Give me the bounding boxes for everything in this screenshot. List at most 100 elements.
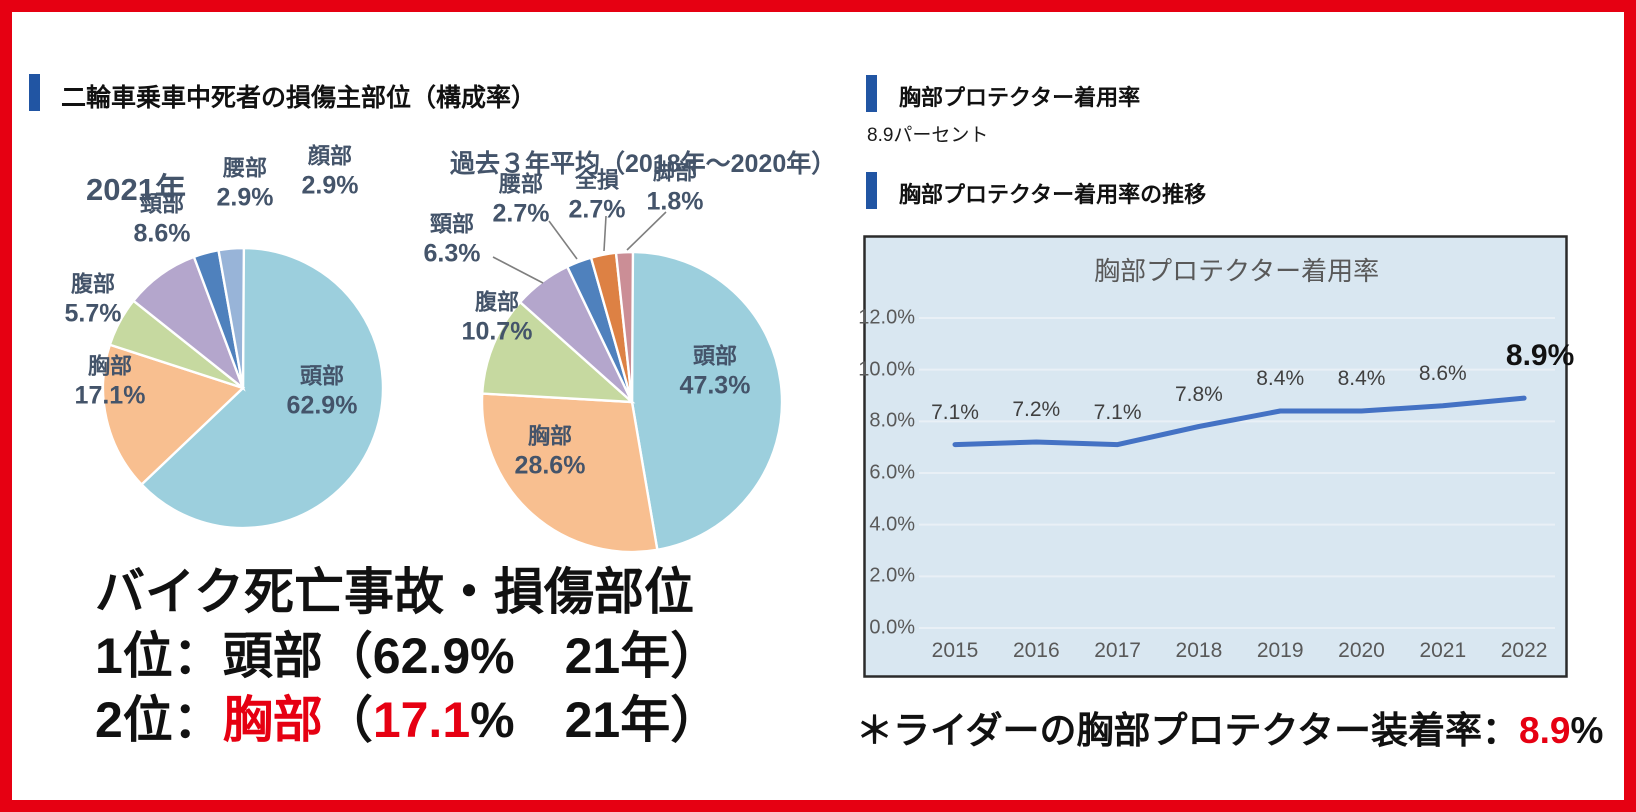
slice-value: 5.7%	[64, 299, 122, 328]
text-segment: 2位：	[95, 692, 223, 748]
right-section-header-1: 胸部プロテクター着用率	[866, 75, 1140, 112]
header-accent-bar	[866, 75, 877, 112]
pie-slice-label: 胸部 28.6%	[515, 423, 586, 480]
pie-slice-label: 頭部 62.9%	[287, 363, 358, 420]
slice-value: 2.9%	[216, 183, 274, 212]
line-chart-title: 胸部プロテクター着用率	[1094, 256, 1380, 286]
slice-name: 頭部	[299, 363, 345, 389]
y-axis-label: 12.0%	[858, 306, 915, 329]
y-axis-label: 4.0%	[869, 513, 915, 536]
summary-line-3: 2位：胸部（17.1% 21年）	[95, 688, 720, 752]
slice-name: 腰部	[222, 155, 268, 181]
line-series	[952, 395, 1527, 448]
pie-slice-頭部	[139, 246, 385, 530]
summary-text: バイク死亡事故・損傷部位 1位：頭部（62.9% 21年） 2位：胸部（17.1…	[95, 560, 720, 752]
right-header-1-label: 胸部プロテクター着用率	[899, 85, 1141, 110]
text-segment: %	[1570, 710, 1604, 751]
slice-value: 47.3%	[679, 371, 751, 400]
summary-line-1: バイク死亡事故・損傷部位	[95, 560, 720, 624]
left-section-header: 二輪車乗車中死者の損傷主部位（構成率）	[29, 74, 536, 114]
text-segment: 胸部	[222, 692, 323, 748]
data-point-label: 8.6%	[1418, 361, 1467, 385]
slice-value: 62.9%	[286, 391, 358, 420]
pie-2021-title: 2021年	[86, 172, 186, 207]
slice-name: 全損	[574, 167, 620, 193]
slice-value: 17.1%	[74, 381, 146, 410]
slice-name: 腰部	[498, 171, 544, 197]
pie-chart-3yr-avg	[480, 250, 784, 554]
slice-name: 腹部	[474, 289, 520, 315]
slice-value: 28.6%	[514, 451, 586, 480]
pie-slice-顔部	[217, 246, 246, 389]
x-axis-label: 2020	[1338, 639, 1385, 662]
x-axis-label: 2017	[1094, 639, 1141, 662]
y-axis-label: 10.0%	[858, 358, 915, 381]
pie-slice-label: 全損 2.7%	[569, 167, 626, 224]
x-axis-label: 2015	[931, 639, 979, 662]
summary-line-2: 1位：頭部（62.9% 21年）	[95, 624, 720, 688]
slice-name: 顔部	[307, 143, 353, 169]
data-point-label: 7.2%	[1012, 398, 1061, 421]
slice-name: 胸部	[527, 423, 573, 449]
x-axis-label: 2021	[1419, 639, 1467, 662]
x-axis-label: 2016	[1012, 639, 1060, 662]
pie-slice-label: 頭部 47.3%	[680, 343, 751, 400]
header-accent-bar	[866, 172, 877, 209]
slice-value: 6.3%	[423, 239, 481, 268]
pie-slice-label: 胸部 17.1%	[75, 353, 146, 410]
y-axis-label: 8.0%	[869, 409, 915, 432]
pie-slice-label: 腰部 2.9%	[217, 155, 274, 212]
pie-slice-label: 頸部 6.3%	[424, 211, 481, 268]
data-point-label: 8.4%	[1337, 367, 1386, 390]
pie-slice-胸部	[480, 392, 659, 554]
pie-slice-label: 腹部 10.7%	[462, 289, 533, 346]
pie-slice-腹部	[480, 300, 636, 404]
slice-name: 頸部	[429, 211, 475, 237]
text-segment: （	[322, 692, 373, 748]
pie-chart-2021	[101, 246, 385, 530]
x-axis-label: 2018	[1175, 639, 1223, 662]
header-accent-bar	[29, 74, 40, 111]
slice-value: 10.7%	[461, 317, 533, 346]
x-axis-label: 2022	[1500, 639, 1548, 662]
left-header-label: 二輪車乗車中死者の損傷主部位（構成率）	[61, 84, 537, 112]
y-axis-label: 0.0%	[869, 616, 915, 639]
leader-line	[626, 211, 667, 251]
data-point-label: 8.9%	[1505, 339, 1575, 373]
slice-name: 腹部	[70, 271, 116, 297]
y-axis-label: 2.0%	[869, 564, 915, 587]
text-segment: ＊ライダーの胸部プロテクター装着率：	[856, 710, 1520, 751]
data-point-label: 7.8%	[1174, 382, 1223, 406]
text-segment: バイク死亡事故・損傷部位	[95, 564, 694, 620]
data-point-label: 7.1%	[1093, 400, 1142, 424]
pie-slice-label: 腰部 2.7%	[493, 171, 550, 228]
pie-slice-label: 顔部 2.9%	[302, 143, 359, 200]
text-segment: 17.1	[372, 692, 471, 748]
slice-value: 2.9%	[301, 171, 359, 200]
slice-name: 脚部	[652, 159, 698, 185]
pie-slice-label: 腹部 5.7%	[65, 271, 122, 328]
slice-value: 1.8%	[646, 187, 704, 216]
pie-slice-label: 頸部 8.6%	[134, 191, 191, 248]
slice-value: 8.6%	[133, 219, 191, 248]
slice-name: 頸部	[139, 191, 185, 217]
data-point-label: 7.1%	[931, 400, 979, 424]
x-axis-label: 2019	[1256, 639, 1304, 662]
pie-3yr-avg-title: 過去３年平均（2018年～2020年）	[450, 150, 837, 178]
pie-slice-胸部	[101, 343, 246, 487]
slice-value: 2.7%	[568, 195, 626, 224]
data-point-label: 8.4%	[1256, 367, 1305, 390]
slice-value: 2.7%	[492, 199, 550, 228]
line-chart-svg	[863, 235, 1568, 678]
right-section-header-2: 胸部プロテクター着用率の推移	[866, 172, 1206, 209]
pie-slice-脚部	[614, 250, 635, 403]
pie-slice-頭部	[630, 250, 784, 552]
pie-slice-label: 脚部 1.8%	[647, 159, 704, 216]
text-segment: 1位：頭部（62.9% 21年）	[95, 628, 721, 684]
line-chart: 胸部プロテクター着用率 12.0% 10.0% 8.0% 6.0% 4.0% 2.0% 0.…	[858, 235, 1574, 678]
text-segment: % 21年）	[470, 692, 721, 748]
slice-name: 頭部	[692, 343, 738, 369]
rate-subtext: 8.9パーセント	[867, 125, 989, 146]
right-header-2-label: 胸部プロテクター着用率の推移	[899, 182, 1207, 207]
